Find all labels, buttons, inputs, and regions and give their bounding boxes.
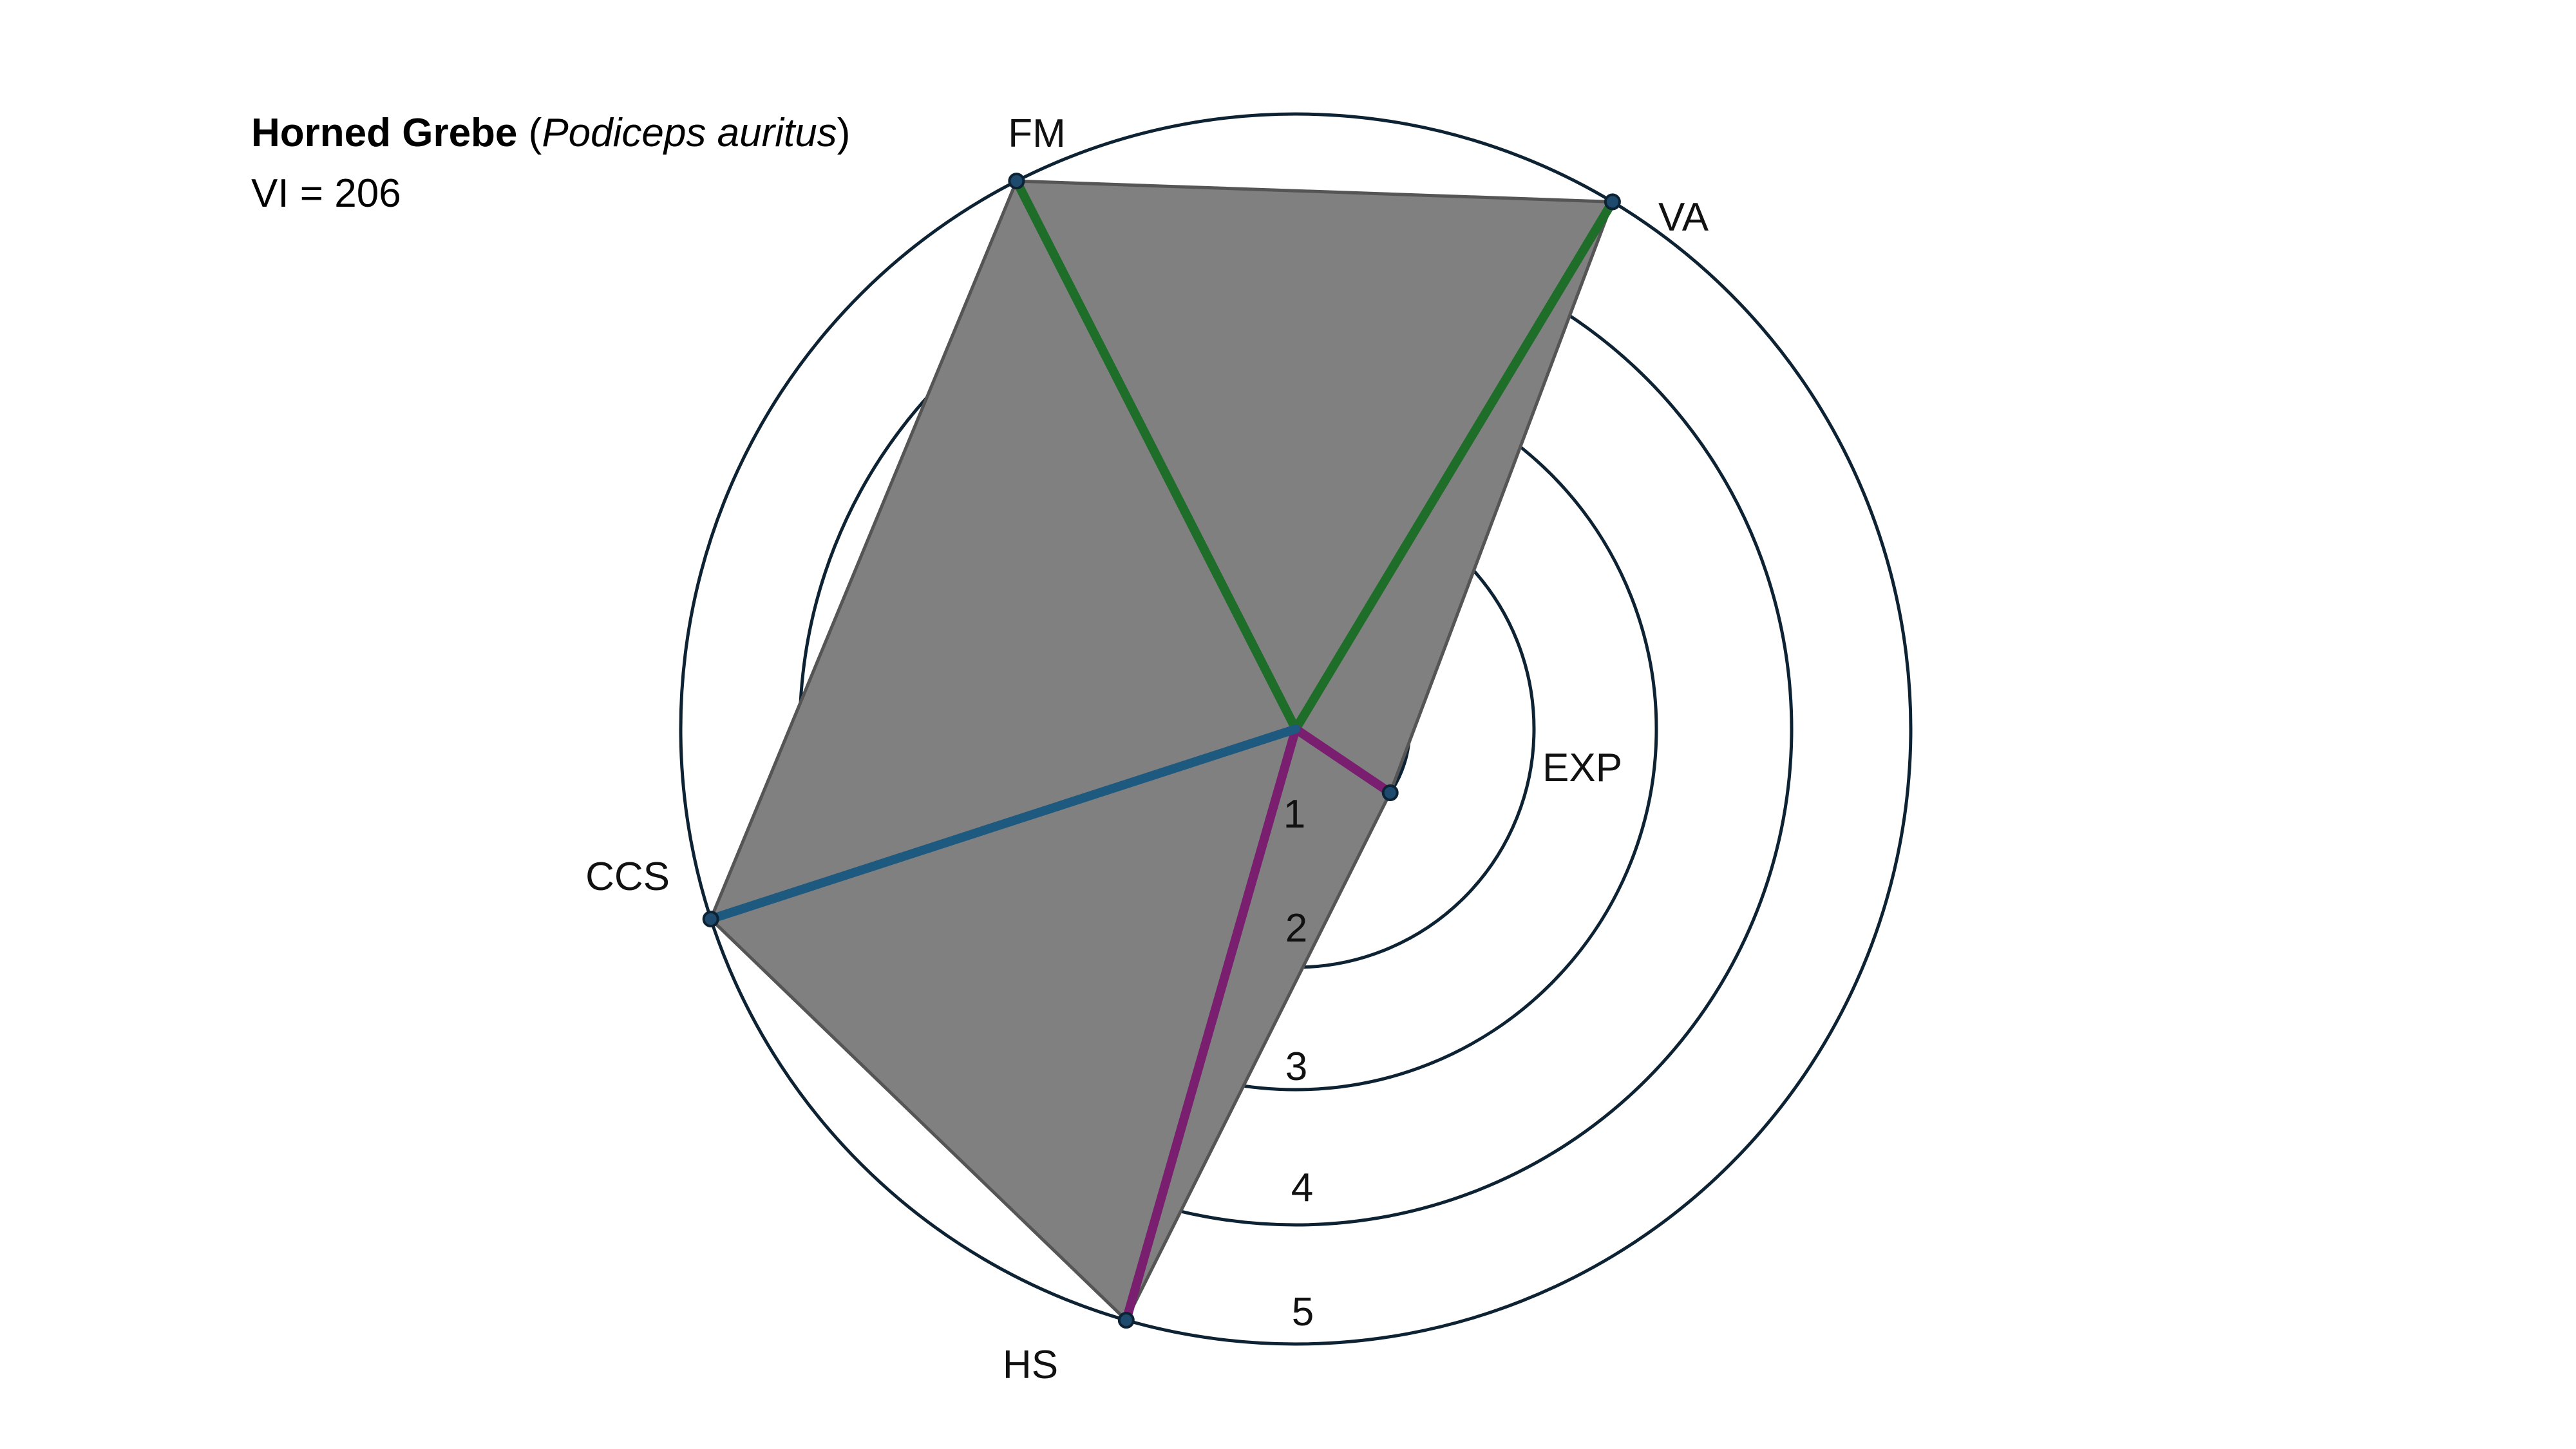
ring-label-2: 2 <box>1285 906 1307 951</box>
ring-label-1: 1 <box>1283 792 1305 837</box>
axis-label-fm: FM <box>1008 111 1066 156</box>
radar-spokes <box>706 176 1617 1325</box>
point-exp <box>1381 784 1399 801</box>
point-hs <box>1117 1312 1135 1329</box>
spoke-va <box>1291 197 1617 734</box>
axis-label-exp: EXP <box>1542 746 1622 790</box>
chart-title: Horned Grebe (Podiceps auritus) <box>251 103 850 164</box>
ring-5 <box>679 112 1913 1346</box>
spoke-exp <box>1291 724 1395 797</box>
point-ccs <box>702 911 719 928</box>
title-close-paren: ) <box>837 111 851 155</box>
axis-label-hs: HS <box>1003 1343 1058 1387</box>
species-common-name: Horned Grebe <box>251 111 518 155</box>
axis-label-va: VA <box>1658 195 1709 240</box>
axis-label-ccs: CCS <box>585 855 670 899</box>
point-va <box>1604 193 1621 211</box>
spoke-hs <box>1121 724 1300 1325</box>
point-fm <box>1008 173 1025 190</box>
spoke-ccs <box>706 724 1300 924</box>
title-open-paren: ( <box>528 111 542 155</box>
ring-label-3: 3 <box>1285 1045 1307 1089</box>
spoke-fm <box>1012 176 1300 734</box>
chart-title-block: Horned Grebe (Podiceps auritus) VI = 206 <box>251 103 850 224</box>
axis-labels: FM VA EXP HS CCS <box>585 111 1709 1387</box>
vulnerability-index: VI = 206 <box>251 171 401 216</box>
radar-points <box>702 173 1621 1329</box>
ring-label-5: 5 <box>1292 1290 1314 1334</box>
ring-labels: 1 2 3 4 5 <box>1283 792 1314 1334</box>
species-latin-name: Podiceps auritus <box>542 111 837 155</box>
radar-polygon-layer <box>709 179 1615 1322</box>
ring-label-4: 4 <box>1291 1166 1313 1210</box>
radar-polygon <box>709 179 1615 1322</box>
